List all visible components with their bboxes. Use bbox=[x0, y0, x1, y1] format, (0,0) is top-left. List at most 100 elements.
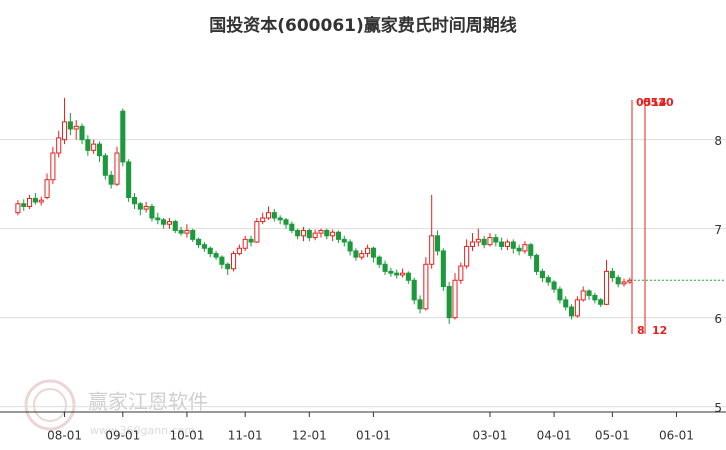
candle-body bbox=[545, 277, 551, 283]
candle-body bbox=[365, 247, 371, 255]
x-tick-label: 08-01 bbox=[47, 429, 82, 443]
candle-body bbox=[137, 203, 143, 210]
candle-body bbox=[318, 229, 324, 234]
candle-body bbox=[295, 229, 301, 237]
candle-body bbox=[580, 290, 586, 301]
candle-body bbox=[516, 247, 522, 252]
candle-body bbox=[166, 221, 172, 225]
watermark-logo bbox=[24, 379, 76, 431]
candle-body bbox=[114, 152, 120, 185]
x-tick-label: 05-01 bbox=[595, 429, 630, 443]
candle-body bbox=[499, 241, 505, 247]
candle-body bbox=[481, 238, 487, 246]
candle-body bbox=[149, 205, 155, 219]
candle-body bbox=[277, 217, 283, 221]
candle-body bbox=[248, 238, 254, 243]
cycle-label-top: 0514 bbox=[636, 96, 667, 109]
candle-body bbox=[219, 256, 225, 265]
candle-body bbox=[487, 237, 493, 246]
candle-body bbox=[493, 237, 499, 243]
candle-body bbox=[429, 235, 435, 265]
candle-body bbox=[458, 265, 464, 281]
candle-body bbox=[359, 253, 365, 258]
candle-body bbox=[283, 219, 289, 225]
candle-body bbox=[621, 281, 627, 285]
cycle-label-bottom: 12 bbox=[652, 324, 667, 337]
candle-body bbox=[15, 203, 21, 214]
candle-body bbox=[574, 299, 580, 317]
candle-body bbox=[79, 125, 85, 141]
candle-body bbox=[557, 288, 563, 301]
candle-body bbox=[190, 229, 196, 240]
cycle-label-bottom: 8 bbox=[637, 324, 645, 337]
candle-body bbox=[475, 238, 481, 243]
candle-body bbox=[563, 299, 569, 308]
candle-body bbox=[50, 152, 56, 181]
candle-body bbox=[108, 174, 114, 185]
candle-body bbox=[254, 221, 260, 243]
x-tick-label: 11-01 bbox=[228, 429, 263, 443]
candle-body bbox=[271, 212, 277, 219]
candle-body bbox=[539, 270, 545, 279]
candle-body bbox=[609, 270, 615, 279]
candle-body bbox=[61, 121, 68, 141]
candle-body bbox=[231, 253, 237, 270]
candle-body bbox=[504, 241, 510, 247]
candle-body bbox=[213, 253, 219, 258]
candle-body bbox=[155, 217, 161, 221]
x-tick-label: 03-01 bbox=[473, 429, 508, 443]
watermark-url: www.360gann.com bbox=[90, 424, 195, 437]
candle-body bbox=[56, 137, 62, 154]
y-tick-label: 7 bbox=[714, 223, 722, 237]
candle-body bbox=[306, 229, 312, 239]
candle-body bbox=[598, 299, 604, 305]
candle-body bbox=[551, 281, 557, 290]
cycle-label-top: 0520 bbox=[643, 96, 674, 109]
candle-body bbox=[21, 203, 27, 207]
candle-body bbox=[382, 263, 388, 272]
watermark: 赢家江恩软件 www.360gann.com bbox=[24, 379, 208, 437]
candle-body bbox=[376, 256, 382, 265]
candle-body bbox=[510, 241, 516, 249]
candle-body bbox=[196, 238, 202, 246]
candle-body bbox=[440, 250, 446, 288]
candle-body bbox=[335, 231, 341, 240]
x-tick-label: 04-01 bbox=[537, 429, 572, 443]
candle-body bbox=[405, 272, 411, 281]
y-tick-label: 5 bbox=[714, 401, 722, 415]
candle-body bbox=[469, 241, 476, 247]
candle-body bbox=[300, 229, 307, 237]
candle-body bbox=[120, 110, 126, 163]
candle-body bbox=[172, 221, 178, 231]
candle-body bbox=[131, 197, 138, 205]
candle-body bbox=[586, 290, 592, 296]
candle-body bbox=[225, 263, 231, 270]
candle-body bbox=[411, 279, 417, 301]
candle-body bbox=[528, 244, 534, 256]
candle-body bbox=[44, 179, 50, 199]
x-tick-label: 06-01 bbox=[659, 429, 694, 443]
x-tick-label: 10-01 bbox=[169, 429, 204, 443]
x-tick-label: 01-01 bbox=[356, 429, 391, 443]
candle-body bbox=[102, 155, 108, 176]
candle-body bbox=[91, 143, 97, 151]
candle-body bbox=[67, 121, 73, 130]
candle-body bbox=[126, 161, 132, 199]
candle-body bbox=[178, 229, 184, 234]
candle-body bbox=[85, 139, 91, 151]
candle-body bbox=[32, 197, 38, 203]
x-tick-label: 09-01 bbox=[105, 429, 140, 443]
candle-body bbox=[260, 217, 266, 223]
watermark-name: 赢家江恩软件 bbox=[88, 390, 208, 414]
candle-body bbox=[184, 229, 190, 234]
candle-body bbox=[464, 245, 470, 267]
candle-body bbox=[446, 286, 452, 319]
candle-body bbox=[330, 231, 336, 237]
candle-body bbox=[400, 272, 406, 276]
candle-body bbox=[341, 238, 347, 243]
candle-body bbox=[161, 219, 167, 225]
candle-body bbox=[522, 244, 528, 252]
candle-body bbox=[423, 263, 429, 310]
candle-body bbox=[394, 272, 400, 276]
